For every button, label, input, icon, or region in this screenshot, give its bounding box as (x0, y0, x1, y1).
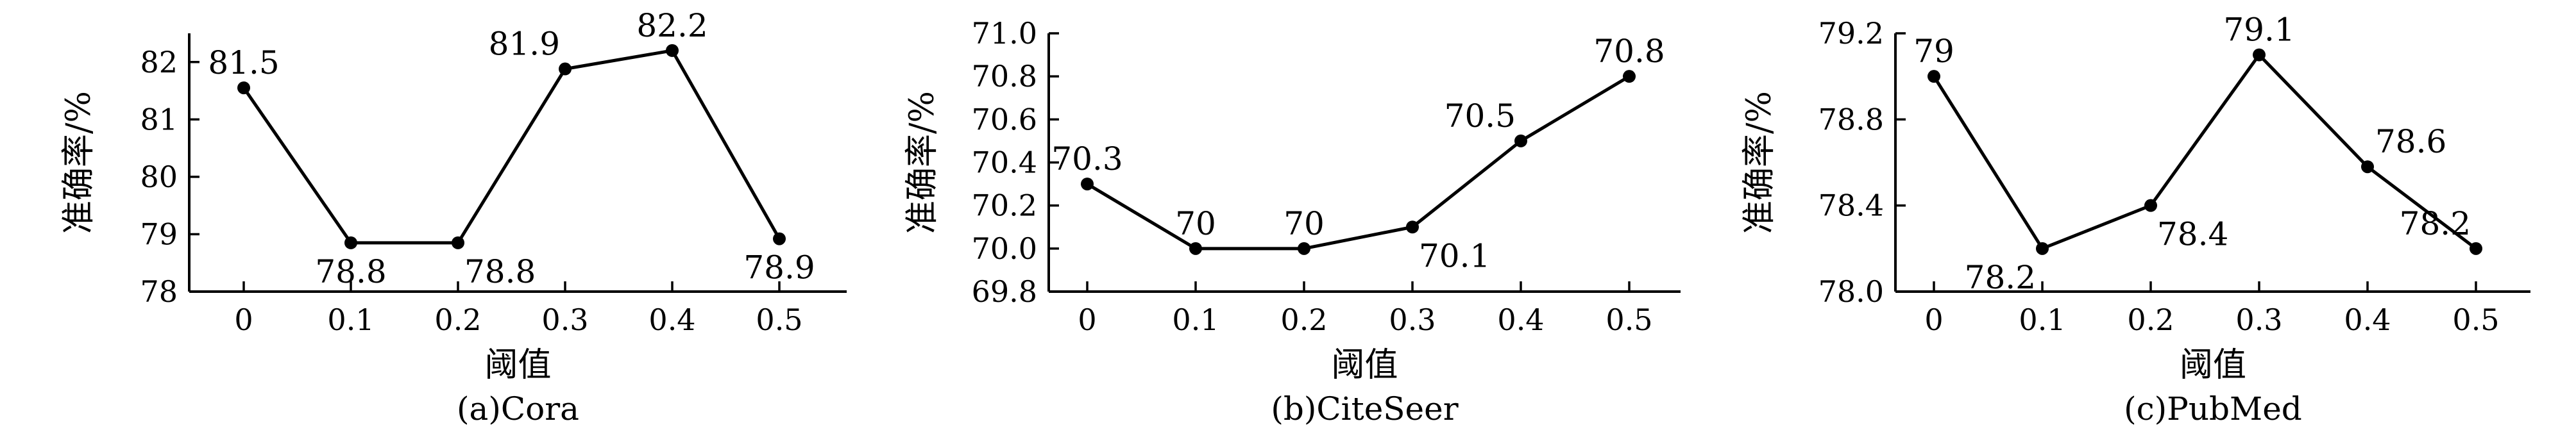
chart-caption: (c)PubMed (2124, 390, 2302, 427)
data-point (2253, 48, 2266, 62)
data-point (237, 81, 250, 95)
data-label: 78.6 (2375, 123, 2446, 160)
data-point (773, 232, 786, 245)
x-tick-label: 0.1 (327, 302, 374, 337)
x-tick-label: 0.3 (1389, 302, 1436, 337)
data-point (2144, 199, 2157, 212)
data-label: 78.2 (2400, 205, 2471, 242)
x-tick-label: 0 (1924, 302, 1943, 337)
y-tick-label: 71.0 (972, 16, 1037, 51)
data-point (1928, 70, 1940, 83)
y-tick-label: 70.4 (972, 145, 1037, 180)
series-line (242, 49, 781, 245)
data-label: 70 (1284, 205, 1325, 242)
x-tick-label: 0.1 (2019, 302, 2065, 337)
y-axis-title: 准确率/% (903, 91, 942, 234)
x-tick-label: 0.4 (648, 302, 695, 337)
y-tick-label: 70.8 (972, 59, 1037, 94)
data-label: 78.8 (315, 253, 386, 290)
x-tick-label: 0 (1078, 302, 1096, 337)
data-point (1189, 242, 1202, 255)
y-axis-title: 准确率/% (60, 91, 98, 234)
y-tick-label: 82 (140, 45, 178, 79)
data-point (1406, 220, 1419, 234)
y-axis-title: 准确率/% (1740, 91, 1779, 234)
data-point (666, 44, 679, 57)
x-tick-label: 0.4 (1497, 302, 1544, 337)
x-tick-label: 0.1 (1172, 302, 1219, 337)
x-tick-label: 0.2 (2127, 302, 2174, 337)
y-tick-label: 80 (140, 160, 178, 194)
data-label: 70.5 (1445, 97, 1516, 135)
data-label: 82.2 (636, 7, 708, 44)
y-tick-label: 78 (140, 274, 178, 309)
data-label: 78.2 (1965, 259, 2036, 296)
x-tick-label: 0.2 (434, 302, 481, 337)
x-tick-label: 0.3 (2235, 302, 2282, 337)
data-point (1081, 178, 1094, 191)
x-tick-label: 0.5 (756, 302, 802, 337)
data-label: 79 (1913, 33, 1954, 70)
x-axis-title: 阈值 (1331, 346, 1398, 385)
x-axis-title: 阈值 (484, 346, 551, 385)
series-line (1932, 53, 2477, 251)
y-tick-label: 70.2 (972, 188, 1037, 223)
data-label: 78.4 (2157, 216, 2228, 253)
data-point (2470, 242, 2482, 255)
data-label: 79.1 (2223, 12, 2294, 49)
series-line (1086, 75, 1631, 251)
data-point (2361, 160, 2374, 174)
data-point (1623, 70, 1636, 83)
data-label: 81.5 (208, 44, 279, 81)
data-point (452, 236, 464, 249)
data-point (1298, 242, 1310, 255)
y-tick-label: 78.4 (1818, 188, 1884, 223)
x-tick-label: 0.3 (541, 302, 588, 337)
y-tick-label: 70.0 (972, 231, 1037, 266)
y-tick-label: 69.8 (972, 274, 1037, 309)
x-tick-label: 0 (234, 302, 253, 337)
data-label: 70.8 (1593, 33, 1665, 70)
data-label: 70.1 (1419, 237, 1490, 274)
data-label: 78.9 (743, 249, 815, 286)
chart-panel-1: 78 79 80 81 82 0 0.1 0.2 0.3 0.4 0.5 81.5 78.8 78.8 81… (60, 7, 847, 427)
data-label: 81.9 (489, 26, 560, 63)
y-tick-label: 70.6 (972, 102, 1037, 137)
y-tick-label: 78.8 (1818, 102, 1884, 137)
y-tick-label: 78.0 (1818, 274, 1884, 309)
data-point (559, 62, 572, 76)
chart-caption: (b)CiteSeer (1271, 390, 1458, 427)
chart-panel-2: 69.8 70.0 70.2 70.4 70.6 70.8 71.0 0 0.1 0.2 0.3 0.… (903, 16, 1681, 427)
chart-panel-3: 78.0 78.4 78.8 79.2 0 0.1 0.2 0.3 0.4 0.5 79 78.2 78… (1740, 12, 2530, 427)
data-point (2036, 242, 2049, 255)
y-tick-label: 79 (140, 217, 178, 251)
data-label: 70.3 (1051, 140, 1123, 178)
y-tick-label: 81 (140, 102, 178, 137)
data-point (1514, 134, 1527, 147)
x-tick-label: 0.4 (2344, 302, 2391, 337)
x-tick-label: 0.5 (1606, 302, 1652, 337)
x-tick-label: 0.2 (1280, 302, 1327, 337)
x-axis-title: 阈值 (2180, 346, 2246, 385)
y-tick-label: 79.2 (1818, 16, 1884, 51)
data-label: 78.8 (464, 253, 536, 290)
data-label: 70 (1175, 205, 1216, 242)
data-point (344, 236, 357, 249)
chart-caption: (a)Cora (457, 390, 579, 427)
x-tick-label: 0.5 (2452, 302, 2499, 337)
